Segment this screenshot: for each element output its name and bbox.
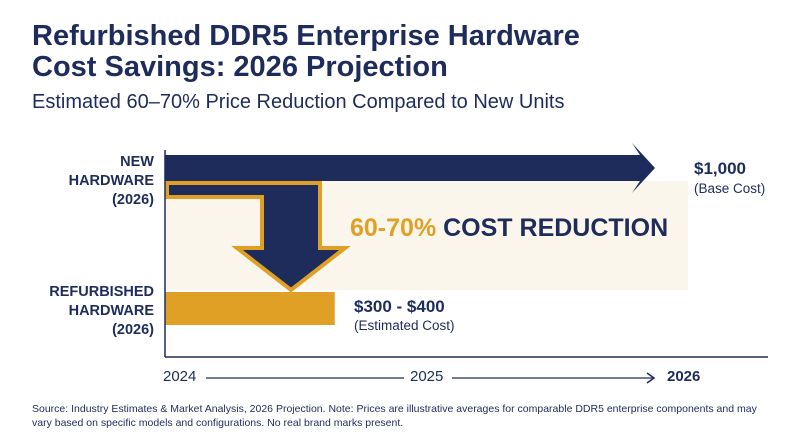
bar-new-hardware [165,143,655,193]
tick-label-2026: 2026 [667,368,701,385]
category-label-line: HARDWARE [68,173,154,189]
timeline-arrowhead [646,372,656,384]
tick-label-2024: 2024 [163,368,197,385]
tick-label-2025: 2025 [410,368,444,385]
reduction-annotation: 60-70% COST REDUCTION [350,214,668,243]
category-label-line: HARDWARE [68,303,154,319]
category-label-refurbished: REFURBISHED HARDWARE (2026) [49,283,154,340]
chart-subtitle: Estimated 60–70% Price Reduction Compare… [32,91,565,113]
value-label-refurbished: $300 - $400 [354,297,445,316]
reduction-arrow [165,181,351,293]
title-line-2: Cost Savings: 2026 Projection [32,51,448,83]
category-label-line: (2026) [112,322,154,338]
value-note-new: (Base Cost) [694,181,766,196]
savings-area [165,181,688,290]
source-note: Source: Industry Estimates & Market Anal… [32,403,757,429]
category-label-line: (2026) [112,192,154,208]
category-label-line: NEW [120,154,154,170]
category-label-new: NEW HARDWARE (2026) [69,153,154,210]
reduction-text: COST REDUCTION [436,214,669,242]
chart-title: Refurbished DDR5 Enterprise Hardware Cos… [32,21,580,83]
title-line-1: Refurbished DDR5 Enterprise Hardware [32,20,580,52]
value-label-new: $1,000 [694,159,746,178]
value-note-refurbished: (Estimated Cost) [354,318,455,333]
category-label-line: REFURBISHED [49,284,154,300]
bar-refurbished-hardware [165,292,335,325]
reduction-percent: 60-70% [350,214,437,242]
